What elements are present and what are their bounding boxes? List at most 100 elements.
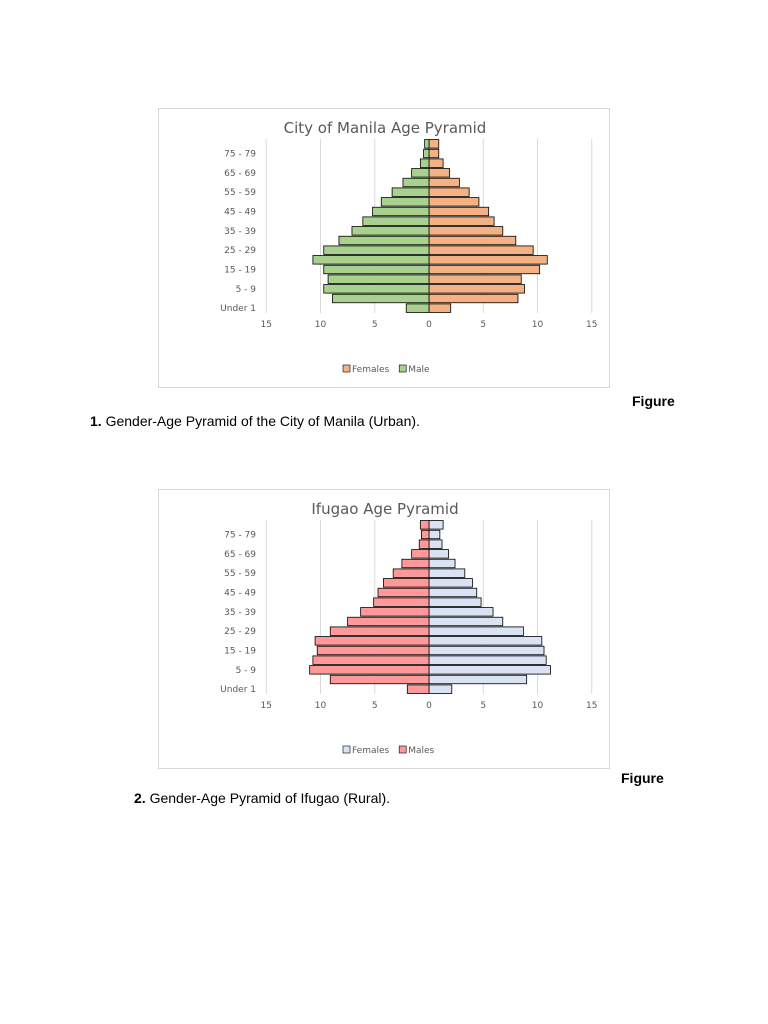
ifugao-bar-males: [316, 645, 430, 656]
manila-bar-male: [323, 264, 430, 275]
manila-y-tick-label: 65 - 69: [224, 169, 256, 179]
manila-bar-females: [428, 187, 470, 197]
ifugao-chart-title: Ifugao Age Pyramid: [311, 500, 458, 518]
manila-x-tick-label: 5: [480, 320, 486, 330]
manila-bar-females: [428, 216, 495, 226]
manila-bar-male: [362, 216, 430, 226]
manila-x-tick-label: 15: [261, 320, 272, 330]
ifugao-x-tick-label: 10: [532, 701, 544, 711]
ifugao-bar-males: [329, 626, 430, 636]
ifugao-bar-females: [428, 587, 478, 598]
manila-bar-females: [428, 255, 548, 265]
ifugao-bar-males: [401, 558, 430, 569]
ifugao-bar-females: [428, 674, 528, 685]
ifugao-bar-males: [418, 539, 430, 549]
manila-x-tick-label: 10: [532, 320, 544, 330]
manila-bar-females: [428, 139, 440, 149]
manila-y-tick-label: 75 - 79: [224, 150, 256, 160]
ifugao-bar-females: [428, 597, 482, 607]
manila-bar-male: [419, 158, 430, 168]
ifugao-bar-females: [428, 549, 449, 559]
manila-x-tick-label: 0: [426, 320, 432, 330]
figure-2-number: 2.: [134, 790, 146, 806]
ifugao-y-tick-label: Under 1: [220, 685, 256, 695]
manila-bar-females: [428, 168, 451, 178]
ifugao-bar-females: [428, 645, 545, 656]
ifugao-bar-males: [406, 684, 430, 694]
ifugao-y-tick-label: 45 - 49: [224, 589, 256, 599]
figure-1-caption: 1. Gender-Age Pyramid of the City of Man…: [90, 413, 420, 429]
manila-bar-females: [428, 245, 534, 255]
ifugao-age-pyramid-chart: Ifugao Age Pyramid 15 10 5 0 5 10 15 Under 1 5 - …: [158, 489, 610, 769]
manila-pyramid-svg: City of Manila Age Pyramid 15 10 5 0 5 10 15 Und…: [220, 119, 597, 375]
ifugao-bar-males: [360, 607, 430, 617]
ifugao-y-tick-label: 55 - 59: [224, 569, 256, 579]
ifugao-bar-males: [314, 636, 430, 646]
manila-bar-male: [351, 226, 430, 236]
manila-bar-male: [332, 293, 430, 304]
ifugao-bar-males: [312, 655, 430, 665]
ifugao-bar-females: [428, 539, 443, 549]
figure-1-number: 1.: [90, 413, 102, 429]
manila-bar-male: [323, 245, 430, 255]
manila-bar-male: [312, 255, 430, 265]
ifugao-bar-males: [419, 520, 430, 530]
ifugao-bar-males: [377, 587, 430, 598]
manila-chart-title: City of Manila Age Pyramid: [284, 119, 487, 137]
ifugao-bar-males: [309, 665, 430, 675]
manila-y-tick-label: Under 1: [220, 304, 256, 314]
manila-bar-male: [372, 206, 430, 217]
ifugao-bar-females: [428, 665, 551, 675]
ifugao-bar-females: [428, 655, 547, 665]
ifugao-x-tick-label: 10: [315, 701, 327, 711]
manila-y-tick-label: 35 - 39: [224, 227, 256, 237]
manila-bar-females: [428, 293, 519, 304]
ifugao-bar-males: [383, 578, 430, 588]
manila-x-tick-label: 5: [372, 320, 378, 330]
figure-2-caption-text: Gender-Age Pyramid of Ifugao (Rural).: [145, 790, 391, 806]
manila-bar-females: [428, 158, 444, 168]
manila-bar-females: [428, 274, 522, 284]
manila-age-pyramid-chart: City of Manila Age Pyramid 15 10 5 0 5 10 15 Und…: [158, 108, 610, 388]
ifugao-y-tick-label: 25 - 29: [224, 627, 256, 637]
ifugao-y-tick-label: 15 - 19: [224, 647, 256, 657]
ifugao-legend-label-males: Males: [408, 746, 434, 756]
manila-y-tick-label: 55 - 59: [224, 188, 256, 198]
manila-legend-label-females: Females: [352, 365, 390, 375]
manila-bar-male: [380, 197, 430, 207]
ifugao-bar-males: [373, 597, 430, 607]
manila-bar-male: [405, 303, 430, 313]
ifugao-x-tick-label: 0: [426, 701, 432, 711]
ifugao-bar-females: [428, 684, 453, 694]
figure-1-caption-text: Gender-Age Pyramid of the City of Manila…: [101, 413, 420, 429]
ifugao-y-tick-label: 65 - 69: [224, 550, 256, 560]
manila-legend-swatch-male: [398, 364, 407, 373]
manila-bar-male: [391, 187, 430, 197]
manila-bar-male: [411, 168, 430, 178]
manila-bar-females: [428, 177, 460, 188]
ifugao-bar-females: [428, 607, 494, 617]
manila-bar-male: [423, 148, 430, 159]
manila-bar-male: [402, 177, 430, 188]
manila-bar-male: [327, 274, 430, 284]
ifugao-y-tick-label: 75 - 79: [224, 531, 256, 541]
manila-bar-females: [428, 303, 452, 313]
ifugao-bar-males: [421, 529, 430, 540]
manila-x-tick-label: 10: [315, 320, 327, 330]
manila-bar-male: [338, 235, 430, 246]
ifugao-legend-swatch-males: [398, 745, 407, 754]
manila-bar-females: [428, 148, 440, 159]
ifugao-bar-males: [411, 549, 430, 559]
manila-legend-swatch-females: [342, 364, 351, 373]
manila-bar-females: [428, 264, 541, 275]
manila-y-tick-label: 45 - 49: [224, 208, 256, 218]
manila-legend-label-male: Male: [408, 365, 430, 375]
manila-bar-male: [323, 284, 430, 294]
ifugao-y-tick-label: 5 - 9: [236, 666, 257, 676]
manila-y-tick-label: 15 - 19: [224, 266, 256, 276]
ifugao-bar-females: [428, 616, 504, 627]
ifugao-legend-swatch-females: [342, 745, 351, 754]
manila-bar-male: [424, 139, 430, 149]
figure-2-label: Figure: [621, 770, 664, 786]
ifugao-bar-males: [347, 616, 430, 627]
